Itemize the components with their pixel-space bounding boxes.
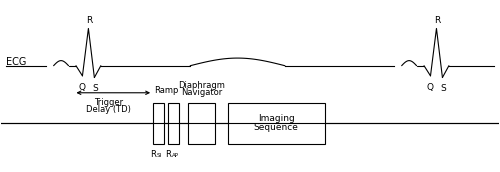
Text: S: S [92, 84, 98, 93]
Text: R: R [434, 16, 440, 25]
Text: Imaging: Imaging [258, 115, 294, 123]
Text: Delay (TD): Delay (TD) [86, 105, 130, 114]
Text: Q: Q [427, 83, 434, 92]
Text: Ramp: Ramp [154, 86, 178, 95]
Text: R: R [86, 16, 92, 25]
Text: Diaphragm: Diaphragm [178, 81, 225, 90]
Text: ECG: ECG [6, 57, 26, 67]
Text: Sequence: Sequence [254, 123, 298, 132]
Bar [153, 103, 164, 144]
Bar [168, 103, 179, 144]
Text: R: R [166, 150, 172, 159]
Text: S: S [440, 84, 446, 93]
Text: AP: AP [172, 153, 179, 158]
Bar [228, 103, 324, 144]
Text: R: R [150, 150, 156, 159]
Text: SI: SI [157, 153, 162, 158]
Text: Trigger: Trigger [94, 98, 123, 107]
Text: Q: Q [79, 83, 86, 92]
Bar [188, 103, 215, 144]
Text: Navigator: Navigator [181, 88, 222, 97]
